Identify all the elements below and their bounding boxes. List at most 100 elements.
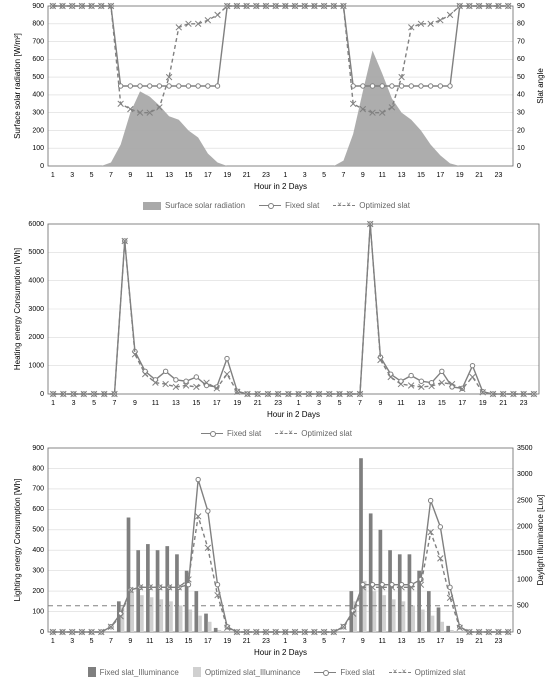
svg-text:5: 5 xyxy=(92,400,96,407)
svg-text:7: 7 xyxy=(109,172,113,179)
svg-text:Daylight illuminance [Lux]: Daylight illuminance [Lux] xyxy=(536,495,545,586)
svg-text:7: 7 xyxy=(113,400,117,407)
swatch-solid xyxy=(259,205,281,206)
svg-text:15: 15 xyxy=(417,638,425,645)
svg-text:Slat angle: Slat angle xyxy=(536,68,545,104)
svg-text:11: 11 xyxy=(397,400,404,407)
svg-text:23: 23 xyxy=(495,172,503,179)
svg-text:5: 5 xyxy=(338,400,342,407)
svg-text:9: 9 xyxy=(361,172,365,179)
svg-text:2000: 2000 xyxy=(28,334,44,341)
svg-text:90: 90 xyxy=(517,3,525,10)
svg-text:21: 21 xyxy=(475,172,483,179)
svg-text:23: 23 xyxy=(262,638,270,645)
svg-text:13: 13 xyxy=(172,400,180,407)
svg-text:9: 9 xyxy=(378,400,382,407)
svg-text:21: 21 xyxy=(243,172,251,179)
legend-label: Fixed slat xyxy=(285,201,319,210)
svg-text:600: 600 xyxy=(32,506,44,513)
chart2-svg: 0100020003000400050006000135791113151719… xyxy=(0,218,553,424)
svg-text:11: 11 xyxy=(379,172,386,179)
legend-item-fixed: Fixed slat xyxy=(314,668,374,677)
svg-text:17: 17 xyxy=(458,400,466,407)
svg-text:5: 5 xyxy=(90,172,94,179)
svg-text:800: 800 xyxy=(32,21,44,28)
svg-text:1000: 1000 xyxy=(28,363,44,370)
svg-text:15: 15 xyxy=(417,172,425,179)
swatch-area xyxy=(143,202,161,210)
legend-item-solar: Surface solar radiation xyxy=(143,201,245,210)
svg-text:1: 1 xyxy=(51,400,55,407)
svg-text:13: 13 xyxy=(165,172,173,179)
svg-text:500: 500 xyxy=(32,74,44,81)
svg-text:800: 800 xyxy=(32,465,44,472)
svg-text:3000: 3000 xyxy=(517,471,533,478)
svg-text:900: 900 xyxy=(32,3,44,10)
svg-text:Hour in 2 Days: Hour in 2 Days xyxy=(254,182,307,191)
svg-text:3: 3 xyxy=(70,172,74,179)
svg-text:15: 15 xyxy=(185,638,193,645)
chart3-svg: 0100200300400500600700800900050010001500… xyxy=(0,442,553,662)
svg-text:1000: 1000 xyxy=(517,576,533,583)
legend-item-opt: Optimized slat xyxy=(389,668,466,677)
svg-text:2000: 2000 xyxy=(517,524,533,531)
svg-text:3: 3 xyxy=(70,638,74,645)
swatch-dash xyxy=(275,433,297,434)
svg-text:3000: 3000 xyxy=(28,306,44,313)
svg-text:7: 7 xyxy=(358,400,362,407)
svg-text:9: 9 xyxy=(361,638,365,645)
svg-text:100: 100 xyxy=(32,608,44,615)
svg-text:3: 3 xyxy=(303,638,307,645)
legend-item-opt: Optimized slat xyxy=(275,429,352,438)
svg-text:23: 23 xyxy=(274,400,282,407)
svg-text:17: 17 xyxy=(436,638,444,645)
svg-text:7: 7 xyxy=(342,172,346,179)
svg-text:700: 700 xyxy=(32,486,44,493)
svg-text:17: 17 xyxy=(204,172,212,179)
svg-text:5000: 5000 xyxy=(28,249,44,256)
svg-text:2500: 2500 xyxy=(517,497,533,504)
svg-text:1: 1 xyxy=(283,172,287,179)
svg-text:Hour in 2 Days: Hour in 2 Days xyxy=(267,410,320,419)
legend-label: Optimized slat xyxy=(415,668,466,677)
svg-text:19: 19 xyxy=(479,400,487,407)
svg-text:1: 1 xyxy=(283,638,287,645)
svg-text:20: 20 xyxy=(517,127,525,134)
svg-text:17: 17 xyxy=(213,400,221,407)
swatch-solid xyxy=(201,433,223,434)
legend-label: Optimized slat_Illuminance xyxy=(205,668,301,677)
chart1-legend: Surface solar radiation Fixed slat Optim… xyxy=(0,201,553,210)
svg-text:900: 900 xyxy=(32,445,44,452)
svg-text:3: 3 xyxy=(72,400,76,407)
svg-text:7: 7 xyxy=(109,638,113,645)
svg-text:11: 11 xyxy=(379,638,386,645)
legend-item-bar-light: Optimized slat_Illuminance xyxy=(193,667,301,677)
chart2-block: 0100020003000400050006000135791113151719… xyxy=(0,218,553,440)
svg-text:0: 0 xyxy=(517,163,521,170)
svg-text:100: 100 xyxy=(32,145,44,152)
svg-text:10: 10 xyxy=(517,145,525,152)
svg-text:21: 21 xyxy=(243,638,251,645)
svg-text:19: 19 xyxy=(223,172,231,179)
svg-text:5: 5 xyxy=(322,638,326,645)
svg-text:9: 9 xyxy=(128,172,132,179)
svg-text:19: 19 xyxy=(233,400,241,407)
legend-item-opt: Optimized slat xyxy=(333,201,410,210)
svg-text:300: 300 xyxy=(32,568,44,575)
svg-text:1: 1 xyxy=(297,400,301,407)
svg-text:21: 21 xyxy=(254,400,262,407)
legend-label: Fixed slat xyxy=(227,429,261,438)
svg-text:80: 80 xyxy=(517,21,525,28)
svg-text:11: 11 xyxy=(152,400,159,407)
svg-text:3500: 3500 xyxy=(517,445,533,452)
legend-label: Optimized slat xyxy=(301,429,352,438)
swatch-dash xyxy=(389,672,411,673)
swatch-solid xyxy=(314,672,336,673)
svg-text:15: 15 xyxy=(438,400,446,407)
svg-text:21: 21 xyxy=(475,638,483,645)
svg-text:0: 0 xyxy=(517,629,521,636)
swatch-bar-dark xyxy=(88,667,96,677)
svg-text:15: 15 xyxy=(192,400,200,407)
legend-item-fixed: Fixed slat xyxy=(259,201,319,210)
svg-text:19: 19 xyxy=(223,638,231,645)
